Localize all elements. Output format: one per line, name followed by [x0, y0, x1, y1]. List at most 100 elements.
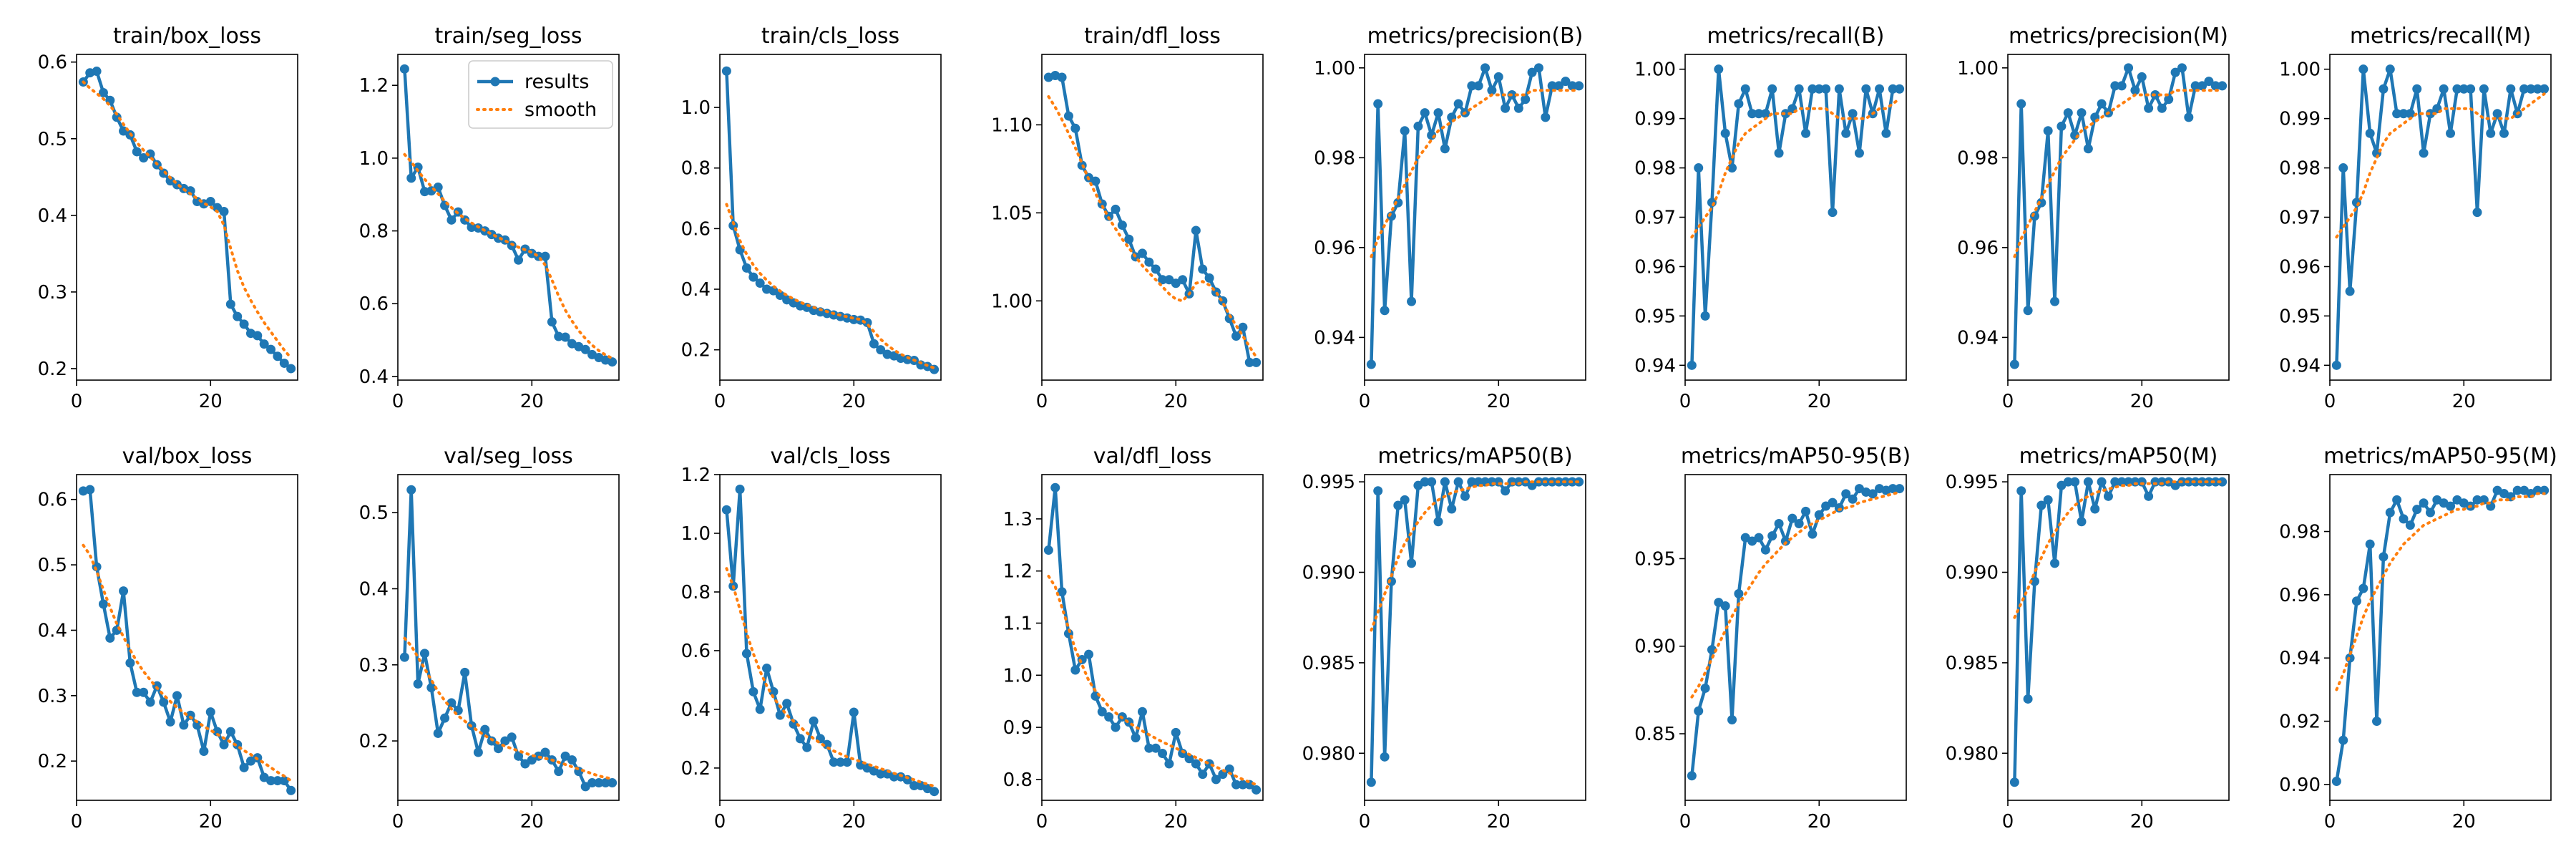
y-tick-label: 0.4	[38, 620, 67, 641]
y-tick-label: 0.995	[1302, 472, 1355, 493]
data-point-results	[2144, 103, 2154, 113]
data-point-results	[2218, 477, 2228, 487]
legend-label-results: results	[525, 71, 589, 93]
data-point-results	[1888, 84, 1898, 94]
data-point-results	[849, 707, 859, 717]
data-point-results	[1413, 121, 1423, 131]
data-point-results	[447, 698, 457, 708]
data-point-results	[2144, 491, 2154, 501]
chart-title: train/box_loss	[113, 24, 261, 49]
data-point-results	[2016, 99, 2026, 109]
data-point-results	[1244, 357, 1254, 367]
data-point-results	[514, 255, 524, 265]
x-tick-label: 0	[1036, 811, 1048, 833]
y-tick-label: 0.2	[38, 359, 67, 380]
y-tick-label: 0.90	[1634, 636, 1676, 658]
chart-panel: metrics/recall(M) 0.94 0.95 0.96 0.97 0.98 0.9…	[2279, 24, 2552, 412]
data-point-results	[179, 720, 189, 730]
x-tick-label: 0	[71, 811, 83, 833]
data-point-results	[1554, 81, 1564, 91]
y-tick-label: 1.1	[1003, 613, 1033, 634]
data-point-results	[2379, 84, 2389, 94]
x-tick-label: 0	[1679, 811, 1692, 833]
chart-panel: val/cls_loss 0.2 0.4 0.6 0.8 1.0 1.2 0 20	[681, 444, 942, 833]
data-point-results	[1787, 513, 1797, 523]
y-tick-label: 0.9	[1003, 717, 1033, 739]
y-tick-label: 0.2	[359, 731, 389, 752]
series-line-smooth	[403, 636, 614, 781]
series-line-results	[2335, 488, 2545, 782]
data-point-results	[447, 215, 457, 225]
data-point-results	[2365, 128, 2375, 138]
data-point-results	[1393, 500, 1403, 510]
data-point-results	[406, 485, 416, 495]
data-point-results	[1151, 264, 1161, 274]
data-point-results	[1533, 63, 1543, 73]
data-point-results	[1433, 108, 1443, 118]
data-point-results	[2399, 514, 2409, 524]
y-tick-label: 0.95	[1634, 548, 1676, 570]
data-point-results	[2372, 717, 2382, 727]
x-tick-label: 20	[2130, 391, 2154, 412]
data-point-results	[1767, 84, 1777, 94]
data-point-results	[98, 88, 108, 98]
chart-title: train/dfl_loss	[1084, 24, 1221, 49]
data-point-results	[2137, 477, 2147, 487]
data-point-results	[1541, 112, 1551, 122]
data-point-results	[2412, 505, 2422, 515]
data-point-results	[2097, 477, 2107, 487]
data-point-results	[2506, 84, 2516, 94]
plot-area	[1043, 482, 1262, 795]
data-point-results	[1807, 529, 1818, 539]
data-point-results	[762, 664, 772, 674]
data-point-results	[1198, 264, 1208, 274]
data-point-results	[1231, 331, 1241, 341]
data-point-results	[1774, 148, 1784, 158]
data-point-results	[1440, 477, 1450, 487]
series-line-results	[1370, 66, 1579, 365]
data-point-results	[1104, 712, 1114, 722]
data-point-results	[1070, 665, 1080, 675]
data-point-results	[1380, 752, 1390, 762]
data-point-results	[580, 344, 590, 354]
plot-area	[399, 64, 618, 367]
data-point-results	[2103, 491, 2113, 501]
data-point-results	[1460, 491, 1470, 501]
y-tick-label: 1.0	[359, 148, 389, 170]
data-point-results	[1734, 99, 1744, 109]
data-point-results	[2184, 112, 2194, 122]
data-point-results	[406, 173, 416, 183]
chart-panel: val/seg_loss 0.2 0.3 0.4 0.5 0 20	[359, 444, 620, 833]
y-tick-label: 0.3	[38, 282, 67, 304]
data-point-results	[1420, 477, 1430, 487]
axes-frame	[719, 54, 942, 381]
axes-frame	[2007, 474, 2230, 801]
data-point-results	[608, 357, 618, 367]
data-point-results	[1687, 360, 1697, 370]
data-point-results	[1774, 518, 1784, 528]
data-point-results	[1754, 533, 1764, 543]
x-tick-label: 20	[520, 391, 544, 412]
y-tick-label: 0.2	[38, 751, 67, 772]
y-tick-label: 0.94	[2279, 648, 2321, 669]
data-point-results	[2351, 596, 2361, 606]
data-point-results	[219, 206, 229, 216]
chart-title: train/cls_loss	[761, 24, 899, 49]
data-point-results	[1841, 128, 1851, 138]
data-point-results	[1420, 108, 1430, 118]
y-tick-label: 0.94	[1957, 327, 1999, 349]
data-point-results	[493, 744, 503, 754]
data-point-results	[2338, 735, 2348, 745]
y-tick-label: 0.94	[1634, 355, 1676, 377]
x-tick-label: 0	[714, 391, 726, 412]
data-point-results	[2063, 108, 2073, 118]
data-point-results	[1427, 477, 1437, 487]
data-point-results	[2090, 504, 2100, 514]
y-tick-label: 0.96	[2279, 256, 2321, 278]
chart-title: val/box_loss	[122, 444, 253, 469]
data-point-results	[2110, 477, 2120, 487]
x-tick-label: 0	[1679, 391, 1692, 412]
chart-panel: metrics/precision(M) 0.94 0.96 0.98 1.00 0 20	[1957, 24, 2230, 412]
data-point-results	[809, 716, 819, 726]
data-point-results	[1252, 357, 1262, 367]
